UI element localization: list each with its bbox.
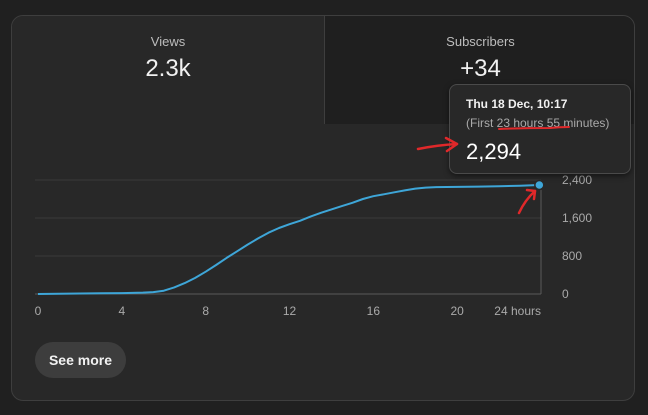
see-more-button[interactable]: See more	[35, 342, 126, 378]
y-tick-label-1: 800	[562, 249, 582, 263]
x-tick-label-3: 12	[283, 304, 297, 318]
x-tick-label-6: 24 hours	[494, 304, 541, 318]
tab-subscribers-label: Subscribers	[446, 34, 515, 49]
y-tick-label-0: 0	[562, 287, 569, 301]
tab-views-value: 2.3k	[145, 55, 191, 82]
tooltip-subtitle-prefix: (First	[466, 116, 497, 130]
series-end-point	[534, 179, 545, 191]
series-line-views	[37, 184, 540, 295]
tooltip-date: Thu 18 Dec, 10:17	[466, 97, 568, 111]
tooltip-subtitle: (First 23 hours 55 minutes)	[466, 116, 630, 130]
tab-subscribers-value: +34	[460, 55, 501, 82]
x-tick-label-1: 4	[118, 304, 125, 318]
y-tick-label-3: 2,400	[562, 173, 592, 187]
tooltip-subtitle-minutes: 55	[546, 116, 561, 130]
chart-tooltip: Thu 18 Dec, 10:17 (First 23 hours 55 min…	[449, 84, 631, 174]
tab-views[interactable]: Views 2.3k	[12, 16, 324, 124]
tooltip-subtitle-hours: 23 hours	[496, 116, 544, 130]
y-tick-label-2: 1,600	[562, 211, 592, 225]
x-tick-label-0: 0	[35, 304, 42, 318]
x-tick-label-2: 8	[202, 304, 209, 318]
tooltip-subtitle-suffix: minutes)	[560, 116, 610, 130]
x-tick-label-4: 16	[367, 304, 381, 318]
x-tick-label-5: 20	[450, 304, 464, 318]
tooltip-value: 2,294	[466, 139, 522, 164]
tab-views-label: Views	[150, 34, 186, 49]
